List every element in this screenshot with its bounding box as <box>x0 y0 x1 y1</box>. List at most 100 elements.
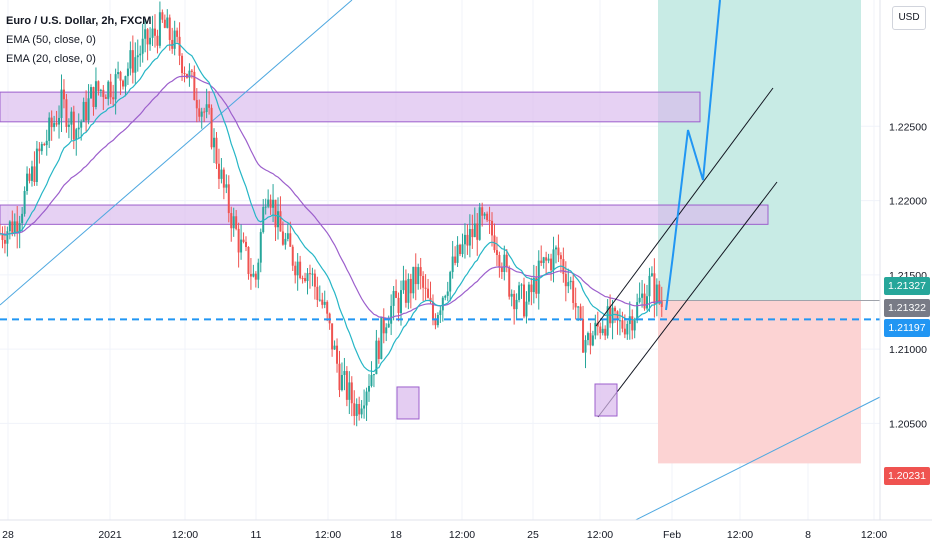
ema20-legend[interactable]: EMA (20, close, 0) <box>6 53 96 65</box>
candle-body <box>252 273 255 277</box>
candle-body <box>284 238 287 245</box>
candle-body <box>213 137 216 148</box>
candle-body <box>579 306 582 319</box>
candle-body <box>350 382 353 404</box>
candle-body <box>296 261 299 276</box>
candle-body <box>107 81 110 99</box>
candle-body <box>370 374 373 386</box>
candle-body <box>633 320 636 331</box>
candle-body <box>156 35 159 46</box>
candle-body <box>412 266 415 294</box>
candle-body <box>417 267 420 285</box>
candle-body <box>577 306 580 308</box>
ema20-line <box>0 42 662 373</box>
candle-body <box>267 199 270 207</box>
candle-body <box>173 30 176 49</box>
price-label-2: 1.21197 <box>884 319 930 337</box>
candle-body <box>235 216 238 229</box>
candle-body <box>304 278 307 282</box>
candle-body <box>636 302 639 321</box>
candle-body <box>503 254 506 272</box>
candle-body <box>153 28 156 36</box>
candle-body <box>365 391 368 406</box>
candle-body <box>653 273 656 304</box>
candle-body <box>498 255 501 268</box>
x-tick-label-9: Feb <box>663 529 681 541</box>
channel-lower-line <box>597 181 778 418</box>
candle-body <box>3 239 6 244</box>
candle-body <box>259 232 262 263</box>
candle-body <box>518 285 521 300</box>
candle-body <box>90 87 93 99</box>
candle-body <box>345 371 348 400</box>
candle-body <box>446 291 449 296</box>
candle-body <box>550 258 553 271</box>
candle-body <box>468 229 471 246</box>
candle-body <box>434 319 437 326</box>
candle-body <box>584 340 587 353</box>
candle-body <box>316 286 319 300</box>
candle-body <box>109 81 112 98</box>
candle-body <box>611 307 614 324</box>
candle-body <box>395 290 398 298</box>
candle-body <box>424 287 427 289</box>
profit-zone <box>658 0 861 301</box>
candle-body <box>232 216 235 229</box>
candle-body <box>641 293 644 298</box>
candle-body <box>422 276 425 288</box>
candle-body <box>139 53 142 56</box>
candle-body <box>390 305 393 324</box>
candle-body <box>48 117 51 141</box>
candle-body <box>572 280 575 303</box>
candle-body <box>220 169 223 179</box>
candle-body <box>67 124 70 127</box>
y-tick-label-3: 1.21000 <box>889 344 927 356</box>
candle-body <box>515 299 518 310</box>
candle-body <box>198 108 201 117</box>
candle-body <box>318 299 321 301</box>
y-tick-label-4: 1.20500 <box>889 418 927 430</box>
candle-body <box>368 385 371 392</box>
candle-body <box>491 220 494 236</box>
candle-body <box>126 68 129 77</box>
candle-body <box>564 273 567 287</box>
candle-body <box>522 284 525 317</box>
candle-body <box>326 301 329 314</box>
candle-body <box>294 265 297 276</box>
loss-zone <box>658 300 861 464</box>
candle-body <box>331 323 334 350</box>
candle-body <box>38 148 41 152</box>
candle-body <box>97 81 100 91</box>
x-tick-label-4: 12:00 <box>315 529 341 541</box>
candle-body <box>402 280 405 291</box>
candle-body <box>397 297 400 314</box>
candle-body <box>92 87 95 107</box>
candle-body <box>80 121 83 128</box>
candle-body <box>75 129 78 140</box>
candle-body <box>454 256 457 263</box>
candle-body <box>387 323 390 328</box>
candle-body <box>321 299 324 305</box>
candle-body <box>382 317 385 334</box>
candle-body <box>557 247 560 256</box>
candle-body <box>291 246 294 266</box>
candle-body <box>638 297 641 303</box>
candle-body <box>399 290 402 314</box>
candle-body <box>483 213 486 216</box>
candle-body <box>589 333 592 346</box>
candle-body <box>488 219 491 221</box>
candle-body <box>655 284 658 304</box>
candle-body <box>18 223 21 233</box>
currency-button[interactable]: USD <box>892 6 926 30</box>
candle-body <box>23 190 26 214</box>
candle-body <box>358 403 361 415</box>
x-tick-label-1: 2021 <box>98 529 122 541</box>
candle-body <box>596 322 599 327</box>
ema50-legend[interactable]: EMA (50, close, 0) <box>6 34 96 46</box>
price-label-0: 1.21327 <box>884 277 930 295</box>
candle-body <box>176 30 179 37</box>
support-marker-0 <box>396 386 420 420</box>
candle-body <box>404 280 407 303</box>
candle-body <box>190 70 193 72</box>
